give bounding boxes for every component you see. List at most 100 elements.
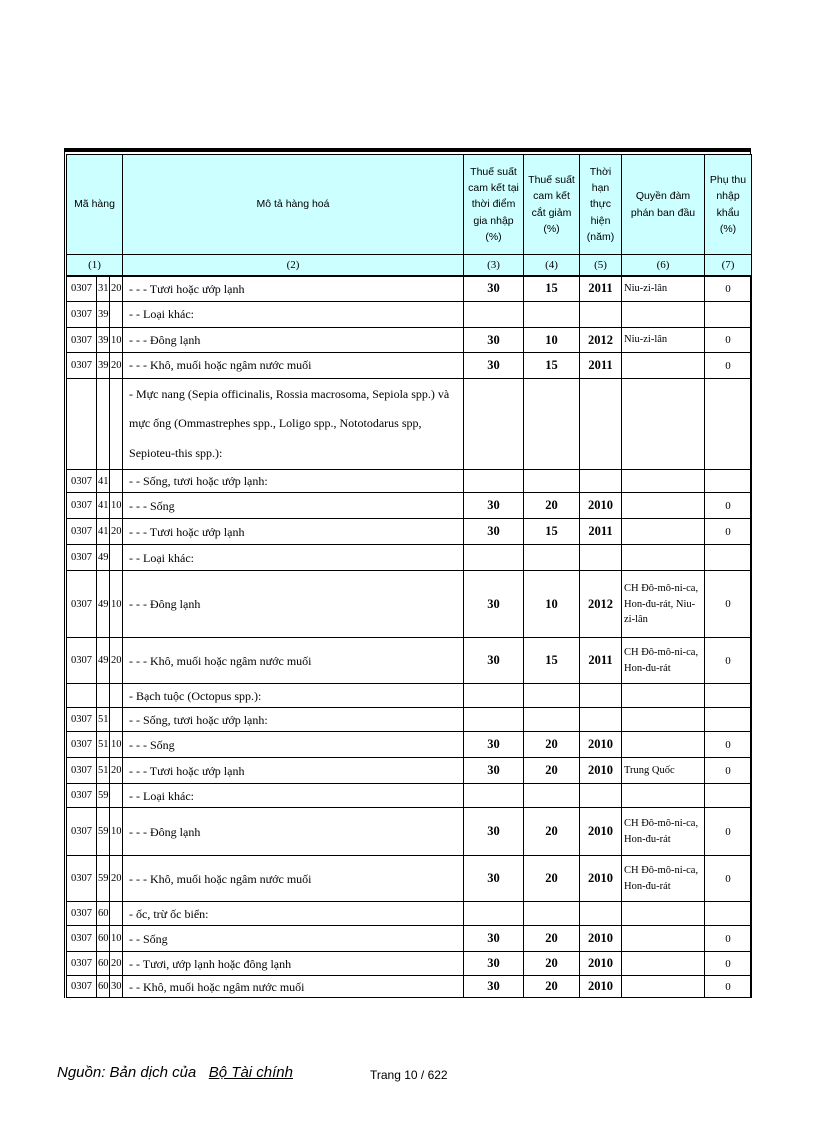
- entry-rate-cell: 30: [463, 757, 525, 785]
- surcharge-cell: [704, 683, 753, 709]
- source-note-ministry: Bộ Tài chính: [208, 1064, 293, 1081]
- description-cell: - - - Đông lạnh: [122, 570, 465, 639]
- code-subheading-cell: 20: [108, 855, 124, 903]
- cut-rate-cell: [523, 901, 581, 927]
- negotiation-cell: [621, 925, 706, 953]
- year-cell: 2011: [579, 637, 623, 685]
- column-number: (3): [463, 254, 525, 277]
- code-chapter-cell: 0307: [66, 807, 97, 857]
- code-chapter-cell: [66, 377, 97, 471]
- surcharge-cell: 0: [704, 327, 753, 353]
- entry-rate-cell: 30: [463, 275, 525, 302]
- surcharge-cell: 0: [704, 757, 753, 785]
- year-cell: 2011: [579, 352, 623, 379]
- year-cell: 2010: [579, 975, 623, 999]
- header-code: Mã hàng: [65, 154, 124, 255]
- year-cell: [579, 469, 623, 494]
- entry-rate-cell: [463, 707, 525, 733]
- code-subheading-cell: 20: [108, 518, 124, 546]
- surcharge-cell: 0: [704, 925, 753, 953]
- surcharge-cell: [704, 544, 753, 572]
- year-cell: 2012: [579, 327, 623, 353]
- header-deadline: Thời hạn thực hiện (năm): [579, 154, 623, 255]
- table-row: 0307 49 - - Loại khác:: [66, 544, 753, 572]
- code-chapter-cell: 0307: [66, 975, 97, 999]
- entry-rate-cell: 30: [463, 975, 525, 999]
- code-chapter-cell: 0307: [66, 707, 97, 733]
- year-cell: [579, 377, 623, 471]
- code-chapter-cell: 0307: [66, 544, 97, 572]
- negotiation-cell: CH Đô-mô-ni-ca, Hon-đu-rát: [621, 855, 706, 903]
- column-number: (4): [523, 254, 581, 277]
- description-cell: - - Loại khác:: [122, 544, 465, 572]
- negotiation-cell: [621, 469, 706, 494]
- code-chapter-cell: 0307: [66, 925, 97, 953]
- code-subheading-cell: [108, 301, 124, 328]
- surcharge-cell: 0: [704, 855, 753, 903]
- code-heading-cell: 49: [96, 570, 110, 639]
- description-cell: - - Sống, tươi hoặc ướp lạnh:: [122, 469, 465, 494]
- table-row: 0307 60 20- - Tươi, ướp lạnh hoặc đông lạn…: [66, 951, 753, 977]
- description-cell: - - Khô, muối hoặc ngâm nước muối: [122, 975, 465, 999]
- description-cell: - - - Tươi hoặc ướp lạnh: [122, 275, 465, 302]
- negotiation-cell: Trung Quốc: [621, 757, 706, 785]
- year-cell: 2011: [579, 275, 623, 302]
- description-cell: - - Loại khác:: [122, 783, 465, 809]
- table-row: 0307 59 10- - - Đông lạnh 30 20 2010 CH Đô-mô-…: [66, 807, 753, 857]
- year-cell: 2011: [579, 518, 623, 546]
- table-row: 0307 39 - - Loại khác:: [66, 301, 753, 328]
- cut-rate-cell: 15: [523, 275, 581, 302]
- negotiation-cell: [621, 301, 706, 328]
- surcharge-cell: [704, 377, 753, 471]
- code-chapter-cell: [66, 683, 97, 709]
- cut-rate-cell: 20: [523, 807, 581, 857]
- cut-rate-cell: 20: [523, 925, 581, 953]
- entry-rate-cell: 30: [463, 807, 525, 857]
- header-rate-entry: Thuế suất cam kết tại thời điểm gia nhập…: [463, 154, 525, 255]
- table-row: 0307 39 20- - - Khô, muối hoặc ngâm nước m…: [66, 352, 753, 379]
- surcharge-cell: 0: [704, 492, 753, 520]
- cut-rate-cell: 15: [523, 518, 581, 546]
- code-heading-cell: 41: [96, 492, 110, 520]
- code-heading-cell: 59: [96, 783, 110, 809]
- entry-rate-cell: 30: [463, 731, 525, 759]
- description-cell: - - - Đông lạnh: [122, 327, 465, 353]
- code-heading-cell: 41: [96, 469, 110, 494]
- negotiation-cell: [621, 518, 706, 546]
- code-subheading-cell: 10: [108, 492, 124, 520]
- column-number: (7): [704, 254, 753, 277]
- table-header-row: Mã hàng Mô tả hàng hoá Thuế suất cam kết…: [65, 154, 753, 255]
- code-chapter-cell: 0307: [66, 783, 97, 809]
- negotiation-cell: [621, 544, 706, 572]
- code-heading-cell: 59: [96, 855, 110, 903]
- year-cell: [579, 544, 623, 572]
- cut-rate-cell: 15: [523, 637, 581, 685]
- negotiation-cell: CH Đô-mô-ni-ca, Hon-đu-rát: [621, 807, 706, 857]
- entry-rate-cell: 30: [463, 925, 525, 953]
- code-subheading-cell: [108, 469, 124, 494]
- cut-rate-cell: 10: [523, 327, 581, 353]
- code-subheading-cell: 20: [108, 275, 124, 302]
- surcharge-cell: [704, 901, 753, 927]
- cut-rate-cell: [523, 301, 581, 328]
- surcharge-cell: 0: [704, 570, 753, 639]
- year-cell: [579, 683, 623, 709]
- column-number: (5): [579, 254, 623, 277]
- year-cell: 2010: [579, 731, 623, 759]
- code-chapter-cell: 0307: [66, 901, 97, 927]
- entry-rate-cell: 30: [463, 518, 525, 546]
- code-heading-cell: 60: [96, 975, 110, 999]
- code-heading-cell: 60: [96, 925, 110, 953]
- description-cell: - - Sống, tươi hoặc ướp lạnh:: [122, 707, 465, 733]
- year-cell: 2012: [579, 570, 623, 639]
- negotiation-cell: [621, 492, 706, 520]
- description-cell: - - - Tươi hoặc ướp lạnh: [122, 757, 465, 785]
- negotiation-cell: [621, 731, 706, 759]
- code-subheading-cell: 20: [108, 637, 124, 685]
- code-chapter-cell: 0307: [66, 855, 97, 903]
- code-subheading-cell: [108, 901, 124, 927]
- table-row: 0307 41 - - Sống, tươi hoặc ướp lạnh:: [66, 469, 753, 494]
- cut-rate-cell: [523, 544, 581, 572]
- code-heading-cell: [96, 377, 110, 471]
- code-heading-cell: 39: [96, 327, 110, 353]
